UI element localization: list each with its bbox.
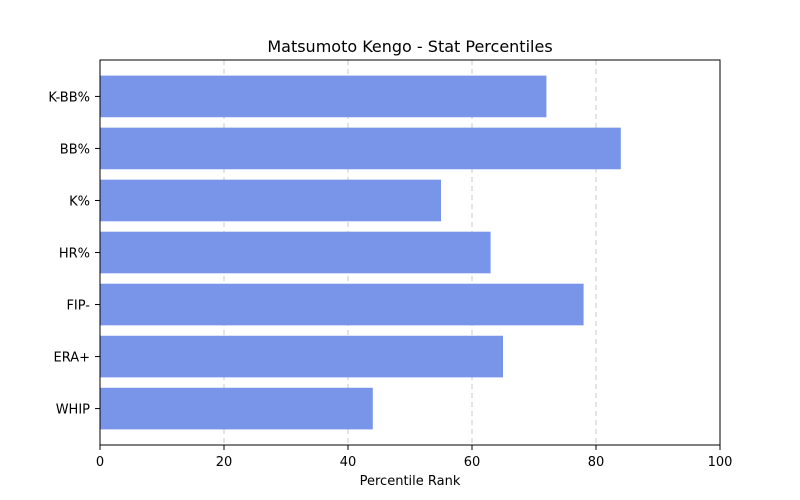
bar bbox=[100, 75, 547, 118]
bar bbox=[100, 283, 584, 326]
x-tick-label: 40 bbox=[340, 455, 357, 470]
y-tick-label: K-BB% bbox=[48, 90, 90, 105]
y-tick-label: ERA+ bbox=[53, 351, 90, 366]
y-axis: K-BB% BB% K% HR% FIP- ERA+ WHIP bbox=[48, 90, 100, 418]
bar bbox=[100, 387, 373, 430]
x-tick-label: 100 bbox=[708, 455, 733, 470]
x-tick-label: 60 bbox=[464, 455, 481, 470]
y-tick-label: BB% bbox=[60, 142, 90, 157]
x-axis-title: Percentile Rank bbox=[360, 474, 461, 489]
bar-group bbox=[100, 75, 621, 430]
x-tick-label: 20 bbox=[216, 455, 233, 470]
y-tick-label: K% bbox=[69, 194, 90, 209]
bar bbox=[100, 335, 503, 378]
bar bbox=[100, 179, 441, 222]
bar bbox=[100, 231, 491, 274]
bar bbox=[100, 127, 621, 170]
y-tick-label: HR% bbox=[59, 247, 90, 262]
chart-title: Matsumoto Kengo - Stat Percentiles bbox=[267, 37, 552, 56]
y-tick-label: WHIP bbox=[56, 403, 90, 418]
x-tick-label: 0 bbox=[96, 455, 104, 470]
x-axis: 0 20 40 60 80 100 bbox=[96, 445, 733, 470]
x-tick-label: 80 bbox=[588, 455, 605, 470]
y-tick-label: FIP- bbox=[66, 299, 90, 314]
